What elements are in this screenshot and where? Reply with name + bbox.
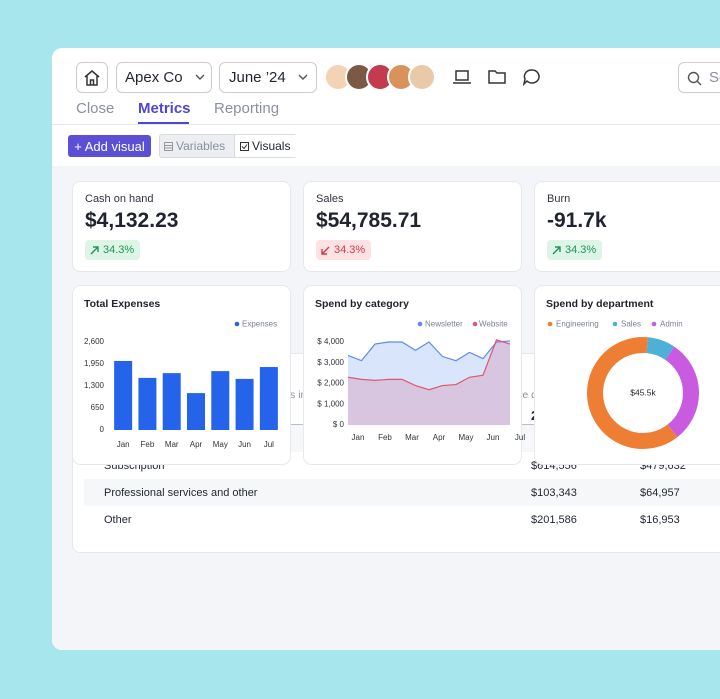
table-header: Name 2023 2024	[84, 406, 720, 425]
home-button[interactable]	[76, 62, 108, 93]
trend-arrow	[552, 245, 561, 254]
kpi-value: -91.7k	[547, 209, 607, 232]
trend-arrow	[90, 245, 99, 254]
kpi-card: Burn -91.7k 34.3%	[534, 181, 720, 272]
kpi-label: Cash on hand	[85, 193, 154, 205]
column-header: 2023	[531, 408, 560, 423]
change-value: 34.3%	[565, 244, 597, 256]
change-value: 34.3%	[334, 244, 366, 256]
toggle-option-active[interactable]: Visuals	[234, 135, 297, 157]
avatar	[408, 63, 436, 91]
trend-arrow	[321, 246, 330, 255]
chat-icon[interactable]	[522, 67, 542, 87]
search-box[interactable]: Search	[678, 62, 720, 93]
kpi-value: $4,132.23	[85, 209, 179, 232]
change-badge: 34.3%	[316, 240, 372, 260]
table: Name 2023 2024 Revenue Subscription $614,556 $…	[84, 406, 720, 566]
home-icon	[84, 69, 100, 86]
search-placeholder: Search	[709, 69, 720, 86]
period-dropdown[interactable]: June ’24	[219, 62, 317, 93]
change-value: 34.3%	[103, 244, 135, 256]
column-header: Name	[90, 408, 126, 423]
chevron	[298, 74, 308, 80]
tab-active[interactable]: Metrics	[138, 100, 191, 117]
column-header: 2024	[640, 408, 669, 423]
chevron	[195, 74, 205, 80]
tab-underline	[138, 122, 189, 124]
content-area: Apex Co Consolidated statement of operat…	[52, 166, 720, 650]
row-name: Professional services and other	[104, 487, 258, 499]
table-icon	[164, 141, 173, 151]
cell-value: $16,953	[640, 514, 680, 526]
table-subtitle: Consolidated statement of operations (do…	[84, 389, 672, 401]
toggle-label: Variables	[176, 139, 226, 153]
arrow-path	[321, 246, 330, 255]
row-name: Other	[104, 514, 132, 526]
laptop-icon[interactable]	[452, 68, 472, 86]
table-row: Revenue	[84, 425, 720, 452]
table-row: Other $201,586 $16,953	[84, 506, 720, 533]
cell-value: $479,632	[640, 460, 686, 472]
tab[interactable]: Close	[76, 100, 115, 117]
check-icon	[240, 141, 249, 151]
folder-icon[interactable]	[487, 68, 507, 86]
view-toggle: Variables Visuals	[159, 134, 297, 158]
table-title: Apex Co	[84, 365, 137, 380]
table-row: Professional services and other $103,343 $…	[84, 479, 720, 506]
change-badge: 34.3%	[547, 240, 603, 260]
app-window: Apex Co June ’24 Search Close Metrics Re…	[52, 48, 720, 650]
tab[interactable]: Reporting	[214, 100, 280, 117]
cell-value: $103,343	[531, 487, 577, 499]
avatars[interactable]	[324, 62, 438, 92]
arrow-path	[90, 245, 99, 254]
cell-value: $614,556	[531, 460, 577, 472]
company-dropdown[interactable]: Apex Co	[116, 62, 212, 93]
kpi-card: Cash on hand $4,132.23 34.3%	[72, 181, 291, 272]
table-row: Subscription $614,556 $479,632	[84, 452, 720, 479]
kpi-label: Burn	[547, 193, 571, 205]
arrow-path	[552, 245, 561, 254]
add-visual-button[interactable]: + Add visual	[68, 135, 151, 157]
change-badge: 34.3%	[85, 240, 141, 260]
kpi-label: Sales	[316, 193, 344, 205]
kpi-card: Sales $54,785.71 34.3%	[303, 181, 522, 272]
cell-value: $201,586	[531, 514, 577, 526]
toggle-label: Visuals	[252, 139, 291, 153]
company-name: Apex Co	[125, 69, 183, 86]
divider	[52, 124, 720, 125]
row-name: Subscription	[104, 460, 165, 472]
row-name: Revenue	[92, 433, 137, 445]
toggle-option[interactable]: Variables	[164, 139, 225, 153]
period: June ’24	[229, 69, 286, 86]
search-icon	[687, 71, 702, 86]
kpi-value: $54,785.71	[316, 209, 422, 232]
cell-value: $64,957	[640, 487, 680, 499]
table-card: Apex Co Consolidated statement of operat…	[72, 353, 720, 553]
